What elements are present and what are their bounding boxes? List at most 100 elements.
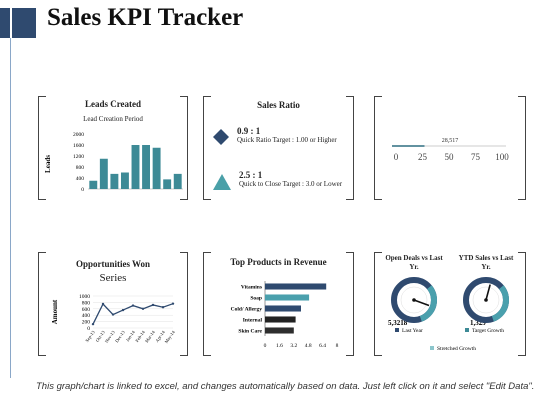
products-xtick-label: 6.4: [319, 343, 326, 349]
opportunities-panel[interactable]: Opportunities Won Series Amount 0 200 400 6…: [38, 252, 188, 356]
products-bar: [265, 305, 301, 312]
leads-subtitle: Lead Creation Period: [83, 115, 143, 123]
leads-ytick-label: 1600: [73, 143, 84, 149]
bracket-right: [180, 252, 188, 356]
ytd-sales-title: YTD Sales vs Last Yr.: [458, 254, 514, 271]
bracket-right: [346, 96, 354, 200]
opp-xtick-label: Feb-14: [134, 329, 146, 343]
progress-value-label: 28,517: [442, 138, 459, 144]
products-xtick-label: 1.6: [276, 343, 283, 349]
gauges-chart[interactable]: 5,3218 1,329 Last Year Target Growth Str…: [374, 252, 526, 356]
diamond-icon: [213, 129, 229, 145]
leads-bar: [120, 172, 129, 189]
open-deals-gauge-arc: [419, 285, 437, 322]
leads-ylabel: Leads: [44, 155, 52, 173]
products-category-label: Skin Care: [238, 329, 262, 335]
opp-point: [151, 303, 155, 307]
opp-xtick-label: Dec-13: [114, 329, 126, 343]
progress-tick-label: 100: [495, 152, 509, 162]
leads-panel[interactable]: Leads Created Lead Creation Period Leads…: [38, 96, 188, 200]
leads-bar: [99, 158, 108, 189]
opp-point: [111, 313, 115, 316]
top-products-panel[interactable]: Top Products in Revenue Vitamins Soap Cold…: [203, 252, 354, 356]
gauges-panel[interactable]: Open Deals vs Last Yr. YTD Sales vs Last…: [374, 252, 526, 356]
progress-tick-label: 0: [394, 152, 399, 162]
bracket-left: [38, 96, 46, 200]
last-year-legend-swatch: [395, 328, 399, 332]
leads-ytick-label: 2000: [73, 132, 84, 138]
products-bar: [265, 316, 296, 323]
opp-point: [141, 307, 145, 310]
opp-point: [131, 304, 135, 307]
last-year-legend: Last Year: [402, 328, 423, 334]
products-category-label: Soap: [250, 296, 262, 302]
products-xtick-label: 3.2: [290, 343, 297, 349]
progress-tick-label: 25: [418, 152, 428, 162]
bracket-left: [374, 96, 382, 200]
leads-bar: [173, 173, 182, 189]
bracket-left: [203, 252, 211, 356]
stretched-growth-legend: Stretched Growth: [437, 346, 476, 352]
quick-ratio-value: 0.9 : 1: [237, 126, 261, 136]
quick-ratio-row: 0.9 : 1 Quick Ratio Target : 1.00 or Hig…: [213, 126, 341, 145]
close-ratio-row: 2.5 : 1 Quick to Close Target : 3.0 or L…: [213, 170, 343, 190]
page-title: Sales KPI Tracker: [47, 4, 244, 31]
target-growth-legend-swatch: [465, 328, 469, 332]
leads-ytick-label: 800: [76, 165, 85, 171]
opp-ytick-label: 800: [82, 300, 91, 306]
bracket-left: [374, 252, 382, 356]
bracket-left: [203, 96, 211, 200]
opp-ytick-label: 400: [82, 313, 91, 319]
close-ratio-desc: Quick to Close Target : 3.0 or Lower: [239, 180, 343, 188]
opp-xtick-label: May-14: [164, 329, 177, 344]
products-xtick-label: 4.8: [305, 343, 312, 349]
opp-ytick-label: 600: [82, 307, 91, 313]
products-bar: [265, 283, 327, 290]
opp-xtick-label: Apr-14: [154, 329, 166, 343]
close-ratio-value: 2.5 : 1: [239, 170, 263, 180]
target-growth-legend: Target Growth: [472, 328, 504, 334]
leads-bar: [163, 179, 172, 189]
leads-ytick-label: 400: [76, 176, 85, 182]
products-category-label: Internal: [243, 318, 263, 324]
open-deals-gauge-needle: [413, 299, 430, 307]
progress-panel[interactable]: 28,517 0 25 50 75 100: [374, 96, 526, 200]
bracket-left: [38, 252, 46, 356]
opp-point: [121, 308, 125, 312]
products-title: Top Products in Revenue: [230, 257, 327, 267]
leads-bar: [89, 180, 98, 189]
quick-ratio-desc: Quick Ratio Target : 1.00 or Higher: [237, 136, 337, 144]
products-xtick-label: 0: [264, 343, 267, 349]
open-deals-title: Open Deals vs Last Yr.: [385, 254, 443, 271]
opp-ytick-label: 200: [82, 320, 91, 326]
opp-xtick-label: Jan-14: [125, 329, 136, 342]
products-bar-chart[interactable]: Vitamins Soap Cold/ Allergy Internal Skin Ca…: [203, 252, 354, 356]
opportunities-line-chart[interactable]: Amount 02004006008001000Sep-13Oct-13Nov-…: [38, 252, 188, 356]
opp-series-title: Series: [99, 272, 127, 284]
leads-ytick-label: 0: [81, 187, 84, 193]
sales-ratio-panel[interactable]: Sales Ratio 0.9 : 1 Quick Ratio Target :…: [203, 96, 354, 200]
opp-point: [171, 302, 175, 305]
products-bar: [265, 294, 310, 301]
leads-title: Leads Created: [84, 99, 142, 109]
leads-bar-chart[interactable]: Leads 0 400 800 1200 1600 2000: [38, 96, 188, 200]
opp-point: [161, 306, 165, 309]
ytd-sales-gauge-needle: [485, 284, 491, 301]
products-bar: [265, 327, 294, 334]
open-deals-value: 5,3218: [388, 319, 408, 327]
progress-gauge[interactable]: 28,517 0 25 50 75 100: [374, 96, 526, 200]
products-category-label: Vitamins: [241, 285, 262, 291]
ytd-sales-value: 1,329: [470, 319, 486, 327]
opp-point: [101, 302, 105, 306]
bracket-right: [518, 96, 526, 200]
footer-note: This graph/chart is linked to excel, and…: [36, 381, 535, 392]
triangle-icon: [213, 174, 231, 190]
opp-ytick-label: 0: [87, 326, 90, 332]
opp-ylabel: Amount: [51, 299, 59, 324]
opp-point: [91, 322, 95, 326]
leads-bar: [152, 147, 161, 189]
sales-ratio-title: Sales Ratio: [257, 100, 300, 110]
bracket-right: [518, 252, 526, 356]
products-category-label: Cold/ Allergy: [231, 307, 263, 313]
opp-title: Opportunities Won: [75, 259, 151, 269]
